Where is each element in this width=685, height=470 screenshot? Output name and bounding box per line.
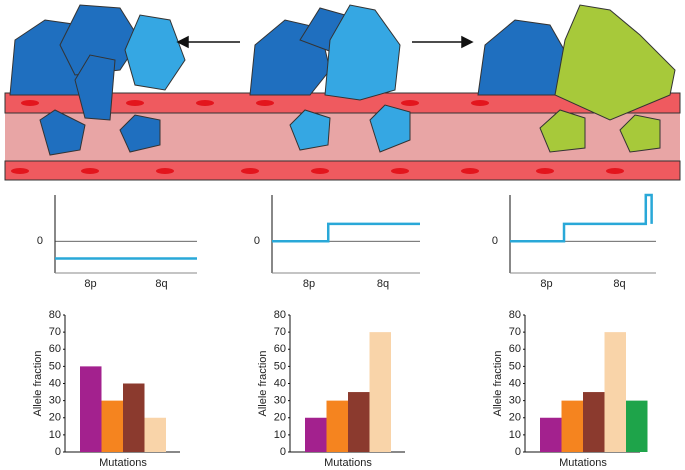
x-axis-label: Mutations	[324, 457, 372, 469]
bar	[144, 417, 166, 452]
bar	[305, 417, 327, 452]
bar	[369, 332, 391, 452]
y-tick-label: 60	[274, 343, 286, 355]
bar	[540, 417, 562, 452]
bar	[326, 400, 348, 452]
y-tick-label: 10	[509, 429, 521, 441]
y-tick-label: 60	[49, 343, 61, 355]
x-axis-label: Mutations	[559, 457, 607, 469]
y-tick-label: 50	[274, 360, 286, 372]
x-tick-label: 8q	[155, 278, 167, 290]
y-tick-label: 0	[280, 446, 286, 458]
y-tick-label: 70	[49, 326, 61, 338]
cells-left-light	[124, 14, 186, 91]
y-tick-label: 50	[509, 360, 521, 372]
y-tick-label: 40	[274, 377, 286, 389]
illustration	[4, 4, 681, 181]
bar	[123, 383, 145, 452]
bar	[626, 400, 648, 452]
x-axis-label: Mutations	[99, 457, 147, 469]
y-axis-label: Allele fraction	[257, 350, 269, 416]
y-axis-label: Allele fraction	[32, 350, 44, 416]
y-tick-label: 0	[515, 446, 521, 458]
bar	[101, 400, 123, 452]
arrows	[176, 35, 474, 49]
y-tick-label: 10	[49, 429, 61, 441]
x-tick-label: 8q	[377, 278, 389, 290]
y-tick-label: 80	[274, 309, 286, 321]
y-tick-label: 0	[254, 235, 260, 247]
bar	[561, 400, 583, 452]
bar	[583, 392, 605, 452]
y-tick-label: 0	[55, 446, 61, 458]
cells-left	[9, 4, 161, 156]
x-tick-label: 8p	[84, 278, 96, 290]
y-axis-label: Allele fraction	[492, 350, 504, 416]
y-tick-label: 80	[49, 309, 61, 321]
bar	[604, 332, 626, 452]
bar	[80, 366, 102, 452]
y-tick-label: 30	[274, 395, 286, 407]
cells-right	[477, 19, 571, 96]
y-tick-label: 20	[274, 412, 286, 424]
y-tick-label: 40	[509, 377, 521, 389]
bar	[348, 392, 370, 452]
y-tick-label: 40	[49, 377, 61, 389]
y-tick-label: 60	[509, 343, 521, 355]
y-tick-label: 0	[492, 235, 498, 247]
copy-number-line	[510, 193, 653, 243]
x-tick-label: 8q	[613, 278, 625, 290]
cells-middle-light	[289, 4, 411, 153]
x-tick-label: 8p	[540, 278, 552, 290]
vessel-wall	[4, 160, 681, 181]
x-tick-label: 8p	[303, 278, 315, 290]
y-tick-label: 70	[274, 326, 286, 338]
y-tick-label: 10	[274, 429, 286, 441]
y-tick-label: 20	[49, 412, 61, 424]
y-tick-label: 50	[49, 360, 61, 372]
y-tick-label: 20	[509, 412, 521, 424]
y-tick-label: 80	[509, 309, 521, 321]
copy-number-line	[272, 222, 420, 243]
y-tick-label: 0	[37, 235, 43, 247]
cells-right-green	[539, 4, 676, 153]
y-tick-label: 70	[509, 326, 521, 338]
y-tick-label: 30	[509, 395, 521, 407]
y-tick-label: 30	[49, 395, 61, 407]
